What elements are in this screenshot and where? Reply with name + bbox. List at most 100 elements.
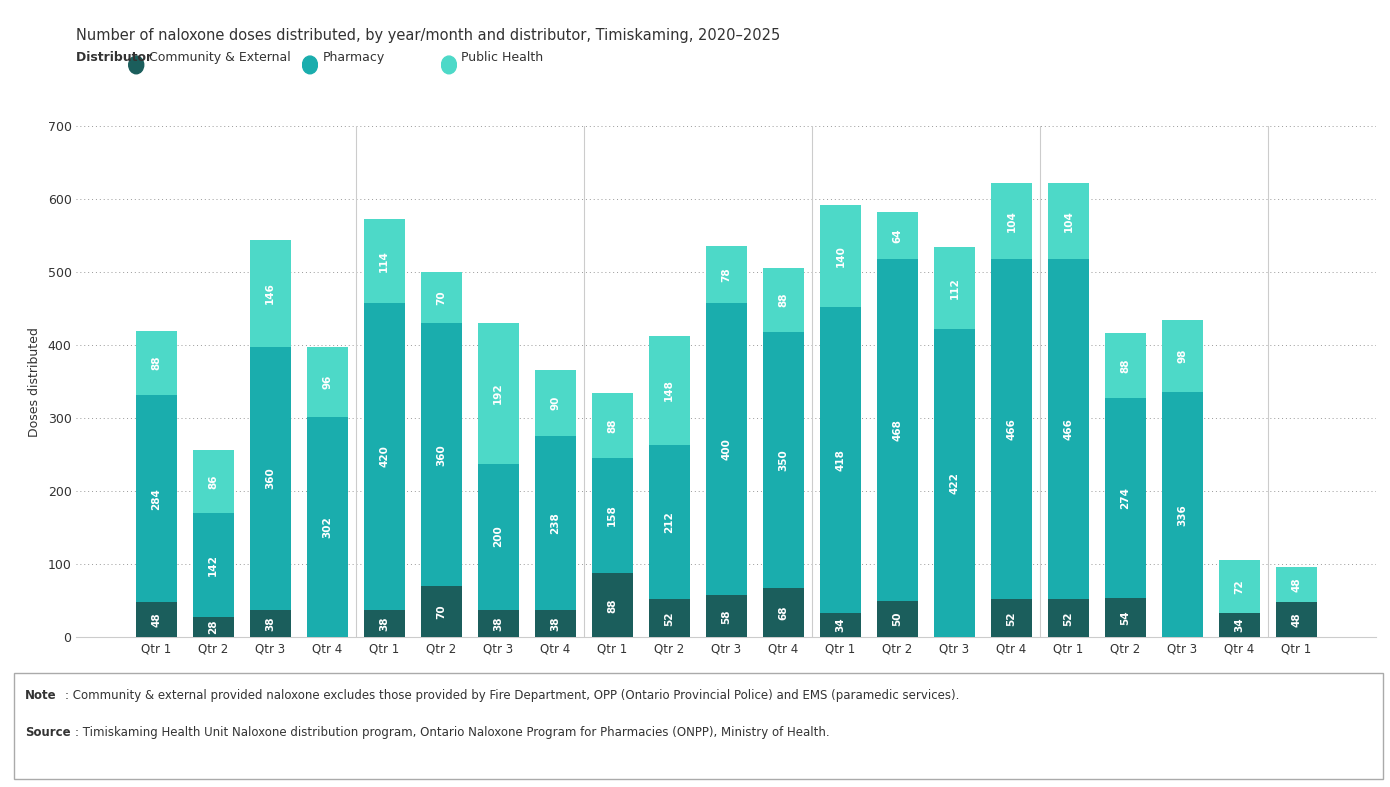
Bar <box>421 586 461 637</box>
Text: 238: 238 <box>550 512 560 534</box>
Bar <box>136 395 177 602</box>
Bar <box>307 417 348 637</box>
Bar <box>250 346 291 610</box>
Bar <box>1276 602 1316 637</box>
Bar <box>991 600 1031 637</box>
Text: 360: 360 <box>436 444 446 466</box>
Text: 114: 114 <box>379 250 389 272</box>
Bar <box>1048 259 1088 600</box>
Bar <box>250 610 291 637</box>
Bar <box>535 610 575 637</box>
Bar <box>1105 598 1145 637</box>
Bar <box>478 610 518 637</box>
Bar <box>763 588 803 637</box>
Bar <box>820 612 860 637</box>
Bar <box>706 303 746 595</box>
Text: 88: 88 <box>1120 358 1130 373</box>
Text: 78: 78 <box>721 267 731 282</box>
Bar <box>1276 567 1316 602</box>
Bar <box>1105 397 1145 598</box>
Y-axis label: Doses distributed: Doses distributed <box>28 327 40 437</box>
Circle shape <box>442 56 456 74</box>
Bar <box>877 601 917 637</box>
Bar <box>934 329 974 637</box>
Bar <box>1162 392 1202 637</box>
Text: 48: 48 <box>1291 612 1301 627</box>
Text: 2025: 2025 <box>1280 709 1312 722</box>
Text: 70: 70 <box>436 604 446 619</box>
Text: 420: 420 <box>379 445 389 467</box>
Text: 400: 400 <box>721 438 731 460</box>
Bar <box>934 247 974 329</box>
Text: 86: 86 <box>208 475 218 489</box>
Text: 468: 468 <box>892 419 902 441</box>
Text: 284: 284 <box>152 488 161 509</box>
Bar <box>649 336 689 445</box>
Text: Public Health: Public Health <box>461 51 543 65</box>
Text: 192: 192 <box>493 382 503 405</box>
Bar <box>820 307 860 612</box>
Text: 64: 64 <box>892 228 902 243</box>
Text: 88: 88 <box>152 356 161 370</box>
Bar <box>421 323 461 586</box>
Bar <box>820 205 860 307</box>
Bar <box>136 331 177 395</box>
Bar <box>193 450 234 513</box>
Text: 212: 212 <box>664 511 674 533</box>
Text: 88: 88 <box>607 419 617 433</box>
Bar <box>250 240 291 346</box>
Text: 2023: 2023 <box>910 709 941 722</box>
Bar <box>649 445 689 600</box>
Text: 418: 418 <box>835 449 845 471</box>
Text: 52: 52 <box>664 611 674 626</box>
Bar <box>592 458 632 573</box>
Text: 54: 54 <box>1120 611 1130 625</box>
Bar <box>478 464 518 610</box>
Bar <box>1162 320 1202 392</box>
Text: 142: 142 <box>208 554 218 576</box>
Text: 274: 274 <box>1120 487 1130 509</box>
Bar <box>364 303 404 610</box>
Text: 38: 38 <box>493 616 503 631</box>
Text: 104: 104 <box>1063 210 1073 232</box>
Text: 38: 38 <box>550 616 560 631</box>
Bar <box>706 246 746 303</box>
Text: 302: 302 <box>322 516 332 538</box>
Bar <box>592 394 632 458</box>
Text: 96: 96 <box>322 375 332 389</box>
Text: Number of naloxone doses distributed, by year/month and distributor, Timiskaming: Number of naloxone doses distributed, by… <box>76 28 781 42</box>
Text: 70: 70 <box>436 290 446 305</box>
Text: 2021: 2021 <box>455 709 485 722</box>
Text: 58: 58 <box>721 609 731 623</box>
Bar <box>136 602 177 637</box>
Text: 146: 146 <box>265 283 275 305</box>
Text: 90: 90 <box>550 396 560 410</box>
Text: 88: 88 <box>778 293 788 307</box>
Circle shape <box>303 56 317 74</box>
Text: 148: 148 <box>664 379 674 401</box>
Text: 38: 38 <box>379 616 389 631</box>
Bar <box>1105 334 1145 397</box>
Text: 2022: 2022 <box>682 709 713 722</box>
Text: 466: 466 <box>1063 418 1073 440</box>
Text: 2020: 2020 <box>225 709 257 722</box>
Bar <box>478 323 518 464</box>
Text: Distributor: Distributor <box>76 51 161 65</box>
Text: Note: Note <box>25 689 57 702</box>
Text: 112: 112 <box>949 277 959 299</box>
Text: 104: 104 <box>1006 210 1016 232</box>
Text: Source: Source <box>25 726 71 739</box>
Text: 50: 50 <box>892 612 902 626</box>
Bar <box>364 220 404 303</box>
Bar <box>877 212 917 259</box>
Bar <box>592 573 632 637</box>
Text: 88: 88 <box>607 598 617 612</box>
Text: 336: 336 <box>1177 504 1187 526</box>
Bar <box>1048 600 1088 637</box>
Bar <box>307 346 348 417</box>
Bar <box>1219 612 1259 637</box>
Text: 140: 140 <box>835 245 845 267</box>
Text: : Community & external provided naloxone excludes those provided by Fire Departm: : Community & external provided naloxone… <box>65 689 959 702</box>
Bar <box>763 332 803 588</box>
Text: 68: 68 <box>778 605 788 620</box>
